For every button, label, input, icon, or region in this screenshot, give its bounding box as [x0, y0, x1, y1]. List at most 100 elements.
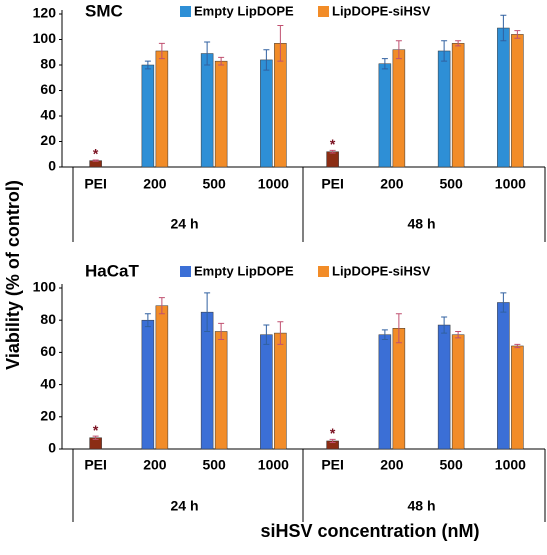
x-tick-label: 200	[143, 176, 167, 192]
bar	[200, 311, 214, 450]
x-tick-label: 500	[439, 457, 463, 473]
error-bar	[277, 321, 284, 345]
y-tick-label: 0	[48, 440, 56, 456]
bar	[141, 319, 155, 450]
error-bar	[144, 60, 151, 70]
legend-label: Empty LipDOPE	[194, 263, 294, 278]
error-bar	[204, 41, 211, 66]
y-tick-label: 80	[40, 56, 56, 72]
x-tick-label: 1000	[495, 457, 526, 473]
error-bar	[92, 435, 99, 440]
y-tick-label: 100	[33, 30, 57, 46]
x-axis-label: siHSV concentration (nM)	[260, 521, 479, 541]
bar	[451, 334, 465, 450]
legend-swatch	[180, 266, 191, 277]
error-bar	[144, 313, 151, 328]
y-tick-label: 0	[48, 158, 56, 174]
x-tick-label: 500	[202, 176, 226, 192]
x-tick-label: PEI	[84, 457, 107, 473]
x-tick-label: PEI	[321, 457, 344, 473]
error-bar	[395, 313, 402, 344]
error-bar	[329, 149, 336, 154]
bar	[274, 43, 287, 168]
bar	[155, 50, 169, 168]
bar	[378, 63, 392, 168]
bar	[437, 50, 451, 168]
bar	[155, 305, 169, 450]
bar	[451, 43, 465, 168]
error-bar	[514, 30, 521, 39]
group-label: 48 h	[407, 498, 435, 514]
y-tick-label: 100	[33, 279, 57, 295]
bar	[260, 334, 273, 450]
error-bar	[92, 159, 99, 162]
bar	[141, 64, 155, 168]
bar	[260, 59, 273, 168]
y-tick-label: 60	[40, 81, 56, 97]
significance-mark: *	[93, 422, 99, 438]
error-bar	[500, 292, 507, 313]
error-bar	[455, 40, 462, 47]
legend-label: Empty LipDOPE	[194, 3, 294, 18]
x-tick-label: 200	[380, 176, 404, 192]
error-bar	[263, 49, 270, 71]
bar	[214, 60, 228, 168]
error-bar	[218, 322, 225, 341]
significance-mark: *	[93, 146, 99, 162]
legend-swatch	[180, 6, 191, 17]
x-tick-label: 1000	[258, 176, 289, 192]
error-bar	[263, 324, 270, 345]
y-tick-label: 120	[33, 5, 57, 21]
legend-label: LipDOPE-siHSV	[332, 263, 431, 278]
error-bar	[277, 24, 284, 62]
error-bar	[204, 292, 211, 332]
bar	[497, 302, 510, 450]
error-bar	[441, 316, 448, 334]
error-bar	[441, 40, 448, 62]
group-label: 24 h	[170, 498, 198, 514]
y-axis-label: Viability (% of control)	[3, 180, 23, 370]
legend-label: LipDOPE-siHSV	[332, 3, 431, 18]
error-bar	[514, 343, 521, 349]
error-bar	[500, 14, 507, 42]
significance-mark: *	[330, 136, 336, 152]
error-bar	[158, 297, 165, 315]
x-tick-label: 1000	[495, 176, 526, 192]
error-bar	[395, 40, 402, 60]
group-label: 24 h	[170, 216, 198, 232]
y-tick-label: 40	[40, 107, 56, 123]
y-tick-label: 60	[40, 343, 56, 359]
group-label: 48 h	[407, 216, 435, 232]
bar	[497, 27, 510, 168]
x-tick-label: 500	[439, 176, 463, 192]
y-tick-label: 20	[40, 132, 56, 148]
legend-swatch	[318, 6, 329, 17]
error-bar	[158, 42, 165, 60]
error-bar	[329, 438, 336, 444]
legend-swatch	[318, 266, 329, 277]
error-bar	[455, 330, 462, 339]
x-tick-label: 1000	[258, 457, 289, 473]
x-tick-label: 200	[380, 457, 404, 473]
bar	[511, 345, 524, 450]
bar	[511, 34, 524, 168]
bar	[274, 332, 287, 450]
x-tick-label: PEI	[321, 176, 344, 192]
bar	[392, 328, 406, 450]
x-tick-label: 500	[202, 457, 226, 473]
x-tick-label: 200	[143, 457, 167, 473]
bar	[437, 324, 451, 450]
significance-mark: *	[330, 425, 336, 441]
y-tick-label: 20	[40, 408, 56, 424]
reference-bar	[326, 151, 339, 168]
y-tick-label: 40	[40, 375, 56, 391]
x-tick-label: PEI	[84, 176, 107, 192]
chart-title: SMC	[85, 1, 123, 20]
bar	[200, 53, 214, 168]
error-bar	[381, 58, 388, 70]
y-tick-label: 80	[40, 311, 56, 327]
bar	[378, 334, 392, 450]
bar	[392, 49, 406, 168]
error-bar	[381, 329, 388, 341]
